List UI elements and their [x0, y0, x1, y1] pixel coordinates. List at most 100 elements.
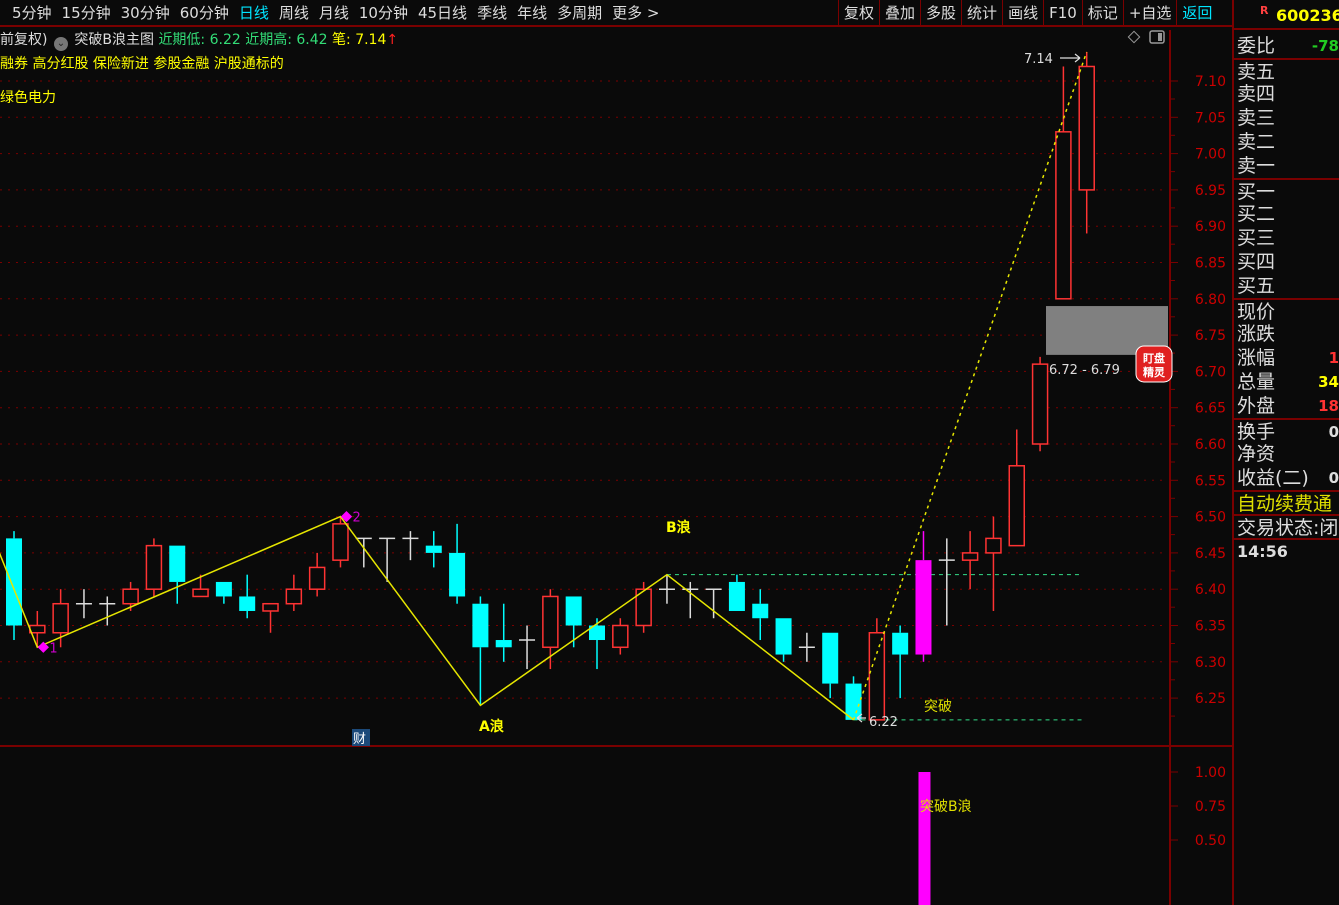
row-label: 现价	[1237, 301, 1276, 322]
zone-label: 6.72 - 6.79	[1049, 363, 1120, 378]
candle-body-up	[122, 588, 139, 605]
recent-low: 近期低: 6.22	[158, 32, 241, 48]
action-button[interactable]: 统计	[961, 0, 1002, 26]
indicator-label: 突破B浪	[920, 799, 972, 815]
quote-row: 买四	[1234, 250, 1339, 274]
right-arrow-icon	[1060, 53, 1081, 63]
quote-row: 14:56	[1234, 538, 1339, 562]
r-badge: R	[1260, 4, 1269, 17]
row-label: 14:56	[1237, 542, 1288, 561]
quote-row: 买三	[1234, 226, 1339, 250]
left-arrow-icon	[856, 713, 866, 723]
indicator-name[interactable]: 突破B浪主图	[74, 32, 154, 48]
action-button[interactable]: 标记	[1081, 0, 1123, 26]
period-tab[interactable]: 10分钟	[358, 4, 408, 22]
watch-assistant-logo: 精灵	[1143, 365, 1166, 379]
period-tab[interactable]: 更多 >	[612, 4, 660, 22]
period-tab[interactable]: 15分钟	[61, 4, 111, 22]
row-label: 买一	[1237, 181, 1276, 202]
finance-badge-label: 财	[353, 732, 366, 747]
candle-body-up	[145, 544, 163, 590]
stroke-value: 笔: 7.14	[332, 32, 387, 48]
candle-body-up	[985, 537, 1002, 554]
quote-row: 买五	[1234, 274, 1339, 298]
y-tick-label: 6.60	[1195, 437, 1226, 453]
watch-assistant-logo: 盯盘	[1143, 351, 1165, 365]
adjust-label[interactable]: 前复权)	[0, 32, 48, 48]
quote-row: 自动续费通	[1234, 490, 1339, 514]
candle-body-down	[892, 632, 909, 655]
candle-body-up	[192, 588, 209, 598]
period-tab[interactable]: 30分钟	[120, 4, 170, 22]
period-tab[interactable]: 周线	[278, 4, 309, 22]
row-label: 净资	[1237, 443, 1276, 465]
watch-assistant-icon[interactable]	[1135, 345, 1173, 383]
quote-row: 总量 34	[1234, 370, 1339, 394]
y-tick-label: 6.85	[1195, 256, 1226, 272]
candle-body-up	[542, 595, 559, 649]
y-tick-label: 6.75	[1195, 328, 1226, 344]
pivot-label: 2	[352, 511, 360, 526]
action-button[interactable]: 叠加	[879, 0, 920, 26]
row-label: 换手	[1237, 421, 1276, 442]
row-label: 涨跌	[1237, 323, 1276, 345]
action-button[interactable]: 返回	[1176, 0, 1217, 26]
period-tab[interactable]: 60分钟	[179, 4, 229, 22]
period-tab[interactable]: 年线	[517, 4, 548, 22]
period-tab[interactable]: 月线	[318, 4, 349, 22]
action-button[interactable]: +自选	[1122, 0, 1177, 26]
period-tab[interactable]: 日线	[238, 4, 269, 22]
candle-body-down	[752, 603, 769, 619]
row-label: 交易状态:闭	[1237, 517, 1339, 538]
pivot-marker	[340, 510, 353, 523]
recent-high: 近期高: 6.42	[245, 32, 328, 48]
row-label: 卖四	[1237, 83, 1276, 105]
quote-row: 现价	[1234, 298, 1339, 322]
row-label: 涨幅	[1237, 347, 1276, 369]
y-tick-label: 6.70	[1195, 364, 1226, 380]
row-label: 外盘	[1237, 395, 1276, 417]
period-tab[interactable]: 5分钟	[12, 4, 52, 22]
action-button[interactable]: F10	[1043, 0, 1082, 26]
candle-body-down	[728, 581, 745, 611]
quote-row: 卖五	[1234, 58, 1339, 82]
panel-toggle-icon[interactable]	[1149, 30, 1165, 44]
period-tab[interactable]: 季线	[477, 4, 508, 22]
candle-body-down	[449, 552, 466, 597]
candle-body-down	[822, 632, 839, 684]
concept-tags: 融券 高分红股 保险新进 参股金融 沪股通标的	[0, 56, 284, 72]
candle-body-up	[285, 588, 303, 605]
period-tab[interactable]: 多周期	[557, 4, 603, 22]
row-value: 0	[1326, 420, 1339, 442]
indicator-tick-label: 0.75	[1195, 799, 1226, 815]
candlestick-chart[interactable]: 7.10 7.05 7.00 6.95 6.90 6.85 6.80 6.75 6.70 6.65…	[0, 0, 1232, 905]
y-tick-label: 6.55	[1195, 473, 1226, 489]
row-label: 收益(二)	[1237, 467, 1309, 489]
diamond-icon[interactable]	[1127, 30, 1141, 44]
y-tick-label: 6.25	[1195, 691, 1226, 707]
action-button[interactable]: 画线	[1002, 0, 1043, 26]
candle-body-breakout	[915, 560, 932, 655]
action-button[interactable]: 复权	[838, 0, 879, 26]
quote-panel: R 600236 委比 -78 卖五 卖四 卖三 卖二 卖一 买一 买二 买三 买四 买五 现价 涨跌 涨幅…	[1232, 0, 1339, 905]
row-value: 18	[1316, 394, 1339, 418]
candle-body-up	[961, 552, 979, 561]
period-tab[interactable]: 45日线	[417, 4, 468, 22]
quote-row: 换手 0	[1234, 418, 1339, 442]
row-label: 卖三	[1237, 107, 1276, 129]
stock-code: 600236	[1276, 6, 1339, 25]
quote-row: 卖二	[1234, 130, 1339, 154]
indicator-bar	[918, 772, 931, 905]
quote-row: 卖四	[1234, 82, 1339, 106]
candle-body-up	[332, 523, 349, 561]
quote-row: 买一	[1234, 178, 1339, 202]
candle-body-down	[425, 545, 442, 553]
period-toolbar: 5分钟 15分钟 30分钟 60分钟 日线 周线 月线 10分钟 45日线 季线 年线 多周期 更多 >…	[0, 0, 1232, 27]
chevron-down-icon[interactable]: ⌄	[53, 37, 68, 51]
row-label: 买二	[1237, 203, 1276, 225]
pivot-label: 1	[49, 641, 57, 656]
quote-row: 交易状态:闭	[1234, 514, 1339, 538]
action-button[interactable]: 多股	[920, 0, 961, 26]
candle-body-up	[612, 624, 629, 649]
candle-body-up	[1055, 131, 1072, 300]
